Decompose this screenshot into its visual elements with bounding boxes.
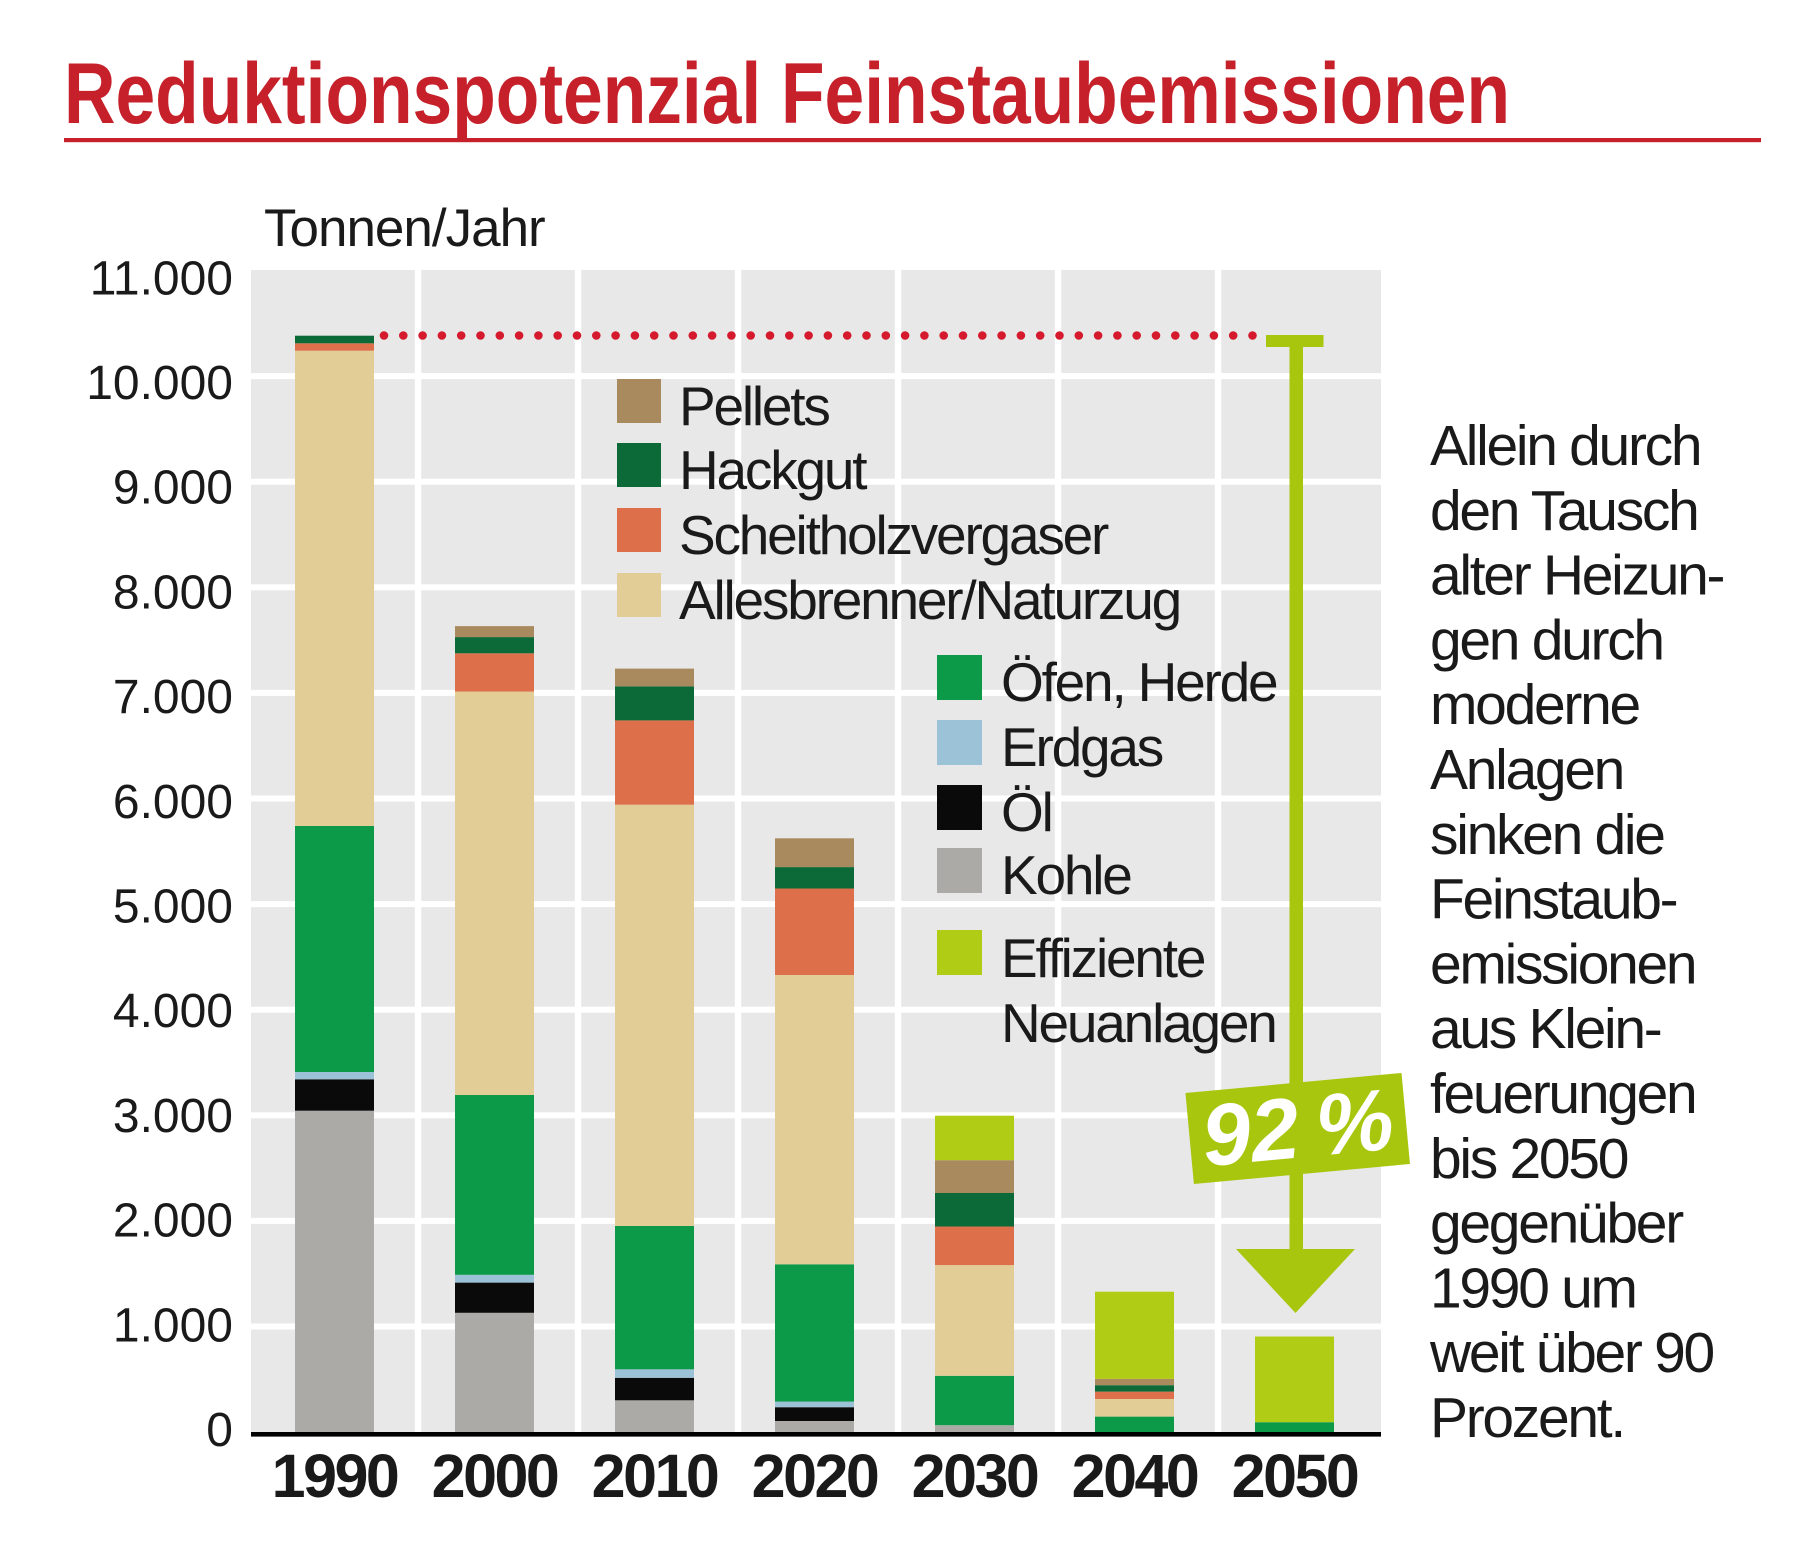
svg-text:Effiziente: Effiziente [1001,927,1205,989]
svg-text:0: 0 [206,1404,233,1457]
svg-text:Anlagen: Anlagen [1430,738,1623,802]
svg-text:11.000: 11.000 [90,252,233,305]
svg-text:3.000: 3.000 [113,1090,233,1143]
svg-text:92 %: 92 % [1198,1071,1398,1185]
svg-text:2030: 2030 [912,1442,1038,1510]
svg-text:Feinstaub-: Feinstaub- [1430,868,1677,932]
svg-text:Reduktionspotenzial Feinstaube: Reduktionspotenzial Feinstaubemissionen [64,46,1510,142]
svg-text:bis 2050: bis 2050 [1430,1127,1628,1191]
svg-text:sinken die: sinken die [1430,803,1664,867]
svg-text:7.000: 7.000 [113,671,233,724]
svg-text:Allesbrenner/Naturzug: Allesbrenner/Naturzug [679,569,1180,631]
svg-text:2000: 2000 [432,1442,558,1510]
svg-text:2020: 2020 [752,1442,878,1510]
svg-text:1990: 1990 [272,1442,398,1510]
svg-text:Öl: Öl [1001,781,1052,843]
svg-text:gegenüber: gegenüber [1430,1192,1684,1256]
svg-text:Allein durch: Allein durch [1430,414,1700,478]
svg-text:10.000: 10.000 [86,357,233,410]
svg-text:Erdgas: Erdgas [1001,716,1163,778]
svg-text:Scheitholzvergaser: Scheitholzvergaser [679,504,1109,566]
svg-text:2.000: 2.000 [113,1195,233,1248]
svg-text:aus Klein-: aus Klein- [1430,997,1661,1061]
svg-text:gen durch: gen durch [1430,608,1663,672]
svg-text:weit über 90: weit über 90 [1429,1321,1714,1385]
svg-text:Neuanlagen: Neuanlagen [1001,992,1276,1054]
svg-text:Öfen, Herde: Öfen, Herde [1001,651,1277,713]
svg-text:emissionen: emissionen [1430,932,1695,996]
svg-text:Kohle: Kohle [1001,844,1131,906]
svg-text:5.000: 5.000 [113,881,233,934]
svg-text:2010: 2010 [592,1442,718,1510]
svg-text:1.000: 1.000 [113,1299,233,1352]
svg-text:Prozent.: Prozent. [1430,1386,1624,1450]
svg-text:feuerungen: feuerungen [1430,1062,1695,1126]
svg-text:alter Heizun-: alter Heizun- [1430,544,1724,608]
svg-text:1990 um: 1990 um [1430,1256,1636,1320]
svg-text:den Tausch: den Tausch [1430,479,1698,543]
svg-text:4.000: 4.000 [113,985,233,1038]
svg-text:2050: 2050 [1232,1442,1358,1510]
svg-text:8.000: 8.000 [113,566,233,619]
svg-text:2040: 2040 [1072,1442,1198,1510]
svg-text:9.000: 9.000 [113,462,233,515]
svg-text:Hackgut: Hackgut [679,439,867,501]
svg-text:Tonnen/Jahr: Tonnen/Jahr [264,199,545,258]
svg-text:moderne: moderne [1430,673,1639,737]
svg-text:Pellets: Pellets [679,375,829,437]
svg-text:6.000: 6.000 [113,776,233,829]
